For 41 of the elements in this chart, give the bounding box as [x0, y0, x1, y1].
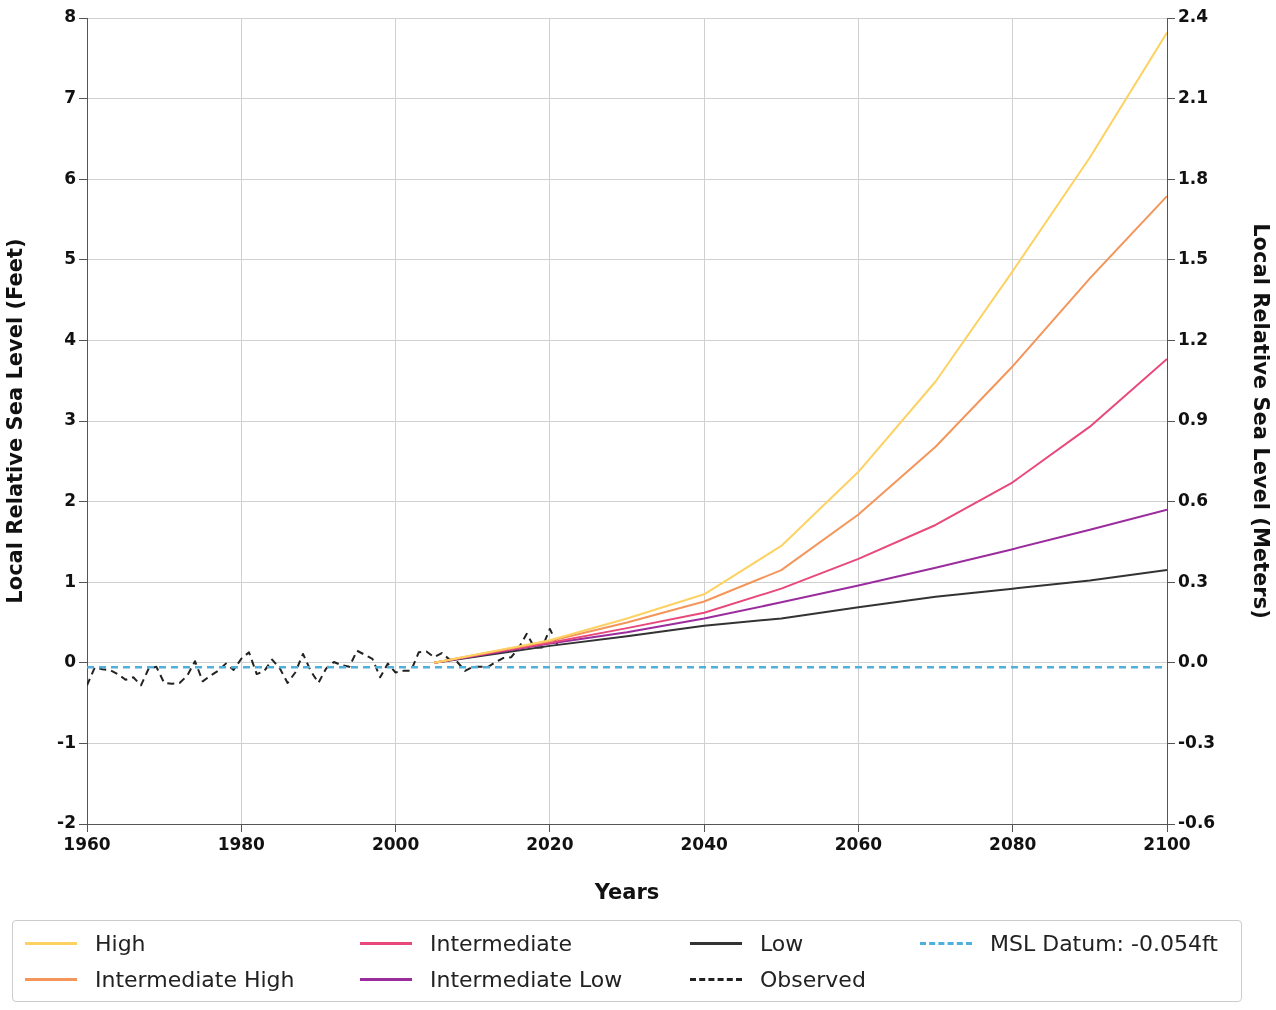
legend-label: Intermediate High [95, 966, 295, 992]
y-tick-label: 5 [64, 248, 76, 269]
y2-tick-label: 0.9 [1178, 409, 1209, 430]
y-tick-label: 4 [64, 328, 77, 349]
line-series [87, 627, 559, 687]
legend-label: Observed [760, 966, 866, 992]
y2-tick-label: 2.4 [1178, 6, 1209, 27]
x-tick-label: 2100 [1143, 833, 1191, 854]
y-tick-label: 8 [64, 6, 76, 27]
x-axis-title: Years [593, 879, 660, 904]
x-tick-label: 2020 [526, 833, 574, 854]
legend-label: Low [760, 930, 804, 956]
y-tick-label: 1 [64, 570, 76, 591]
y-tick-label: -2 [57, 812, 76, 833]
y-tick-label: -1 [57, 731, 76, 752]
y-tick-label: 7 [64, 87, 76, 108]
legend-label: Intermediate Low [430, 966, 623, 992]
x-tick-label: 2000 [371, 833, 420, 854]
y-axis-title: Local Relative Sea Level (Feet) [3, 238, 28, 604]
x-tick-label: 1960 [63, 833, 111, 854]
y-tick-label: 2 [64, 490, 76, 511]
y2-tick-label: 1.5 [1178, 248, 1209, 269]
y2-tick-label: -0.6 [1178, 812, 1216, 833]
y2-tick-label: 0.3 [1178, 570, 1209, 591]
y2-tick-label: 0.6 [1178, 490, 1209, 511]
x-tick-label: 2060 [834, 833, 883, 854]
legend-label: MSL Datum: -0.054ft [990, 930, 1218, 956]
y2-tick-label: -0.3 [1178, 731, 1216, 752]
legend-label: High [95, 930, 146, 956]
y-tick-label: 3 [64, 409, 76, 430]
y-tick-label: 6 [64, 167, 76, 188]
y2-axis-title: Local Relative Sea Level (Meters) [1248, 223, 1273, 619]
y2-tick-label: 1.8 [1178, 167, 1209, 188]
y-tick-label: 0 [64, 651, 77, 672]
legend-label: Intermediate [430, 930, 572, 956]
y2-tick-label: 1.2 [1178, 328, 1209, 349]
y2-tick-label: 0.0 [1178, 651, 1209, 672]
x-tick-label: 2040 [680, 833, 728, 854]
x-tick-label: 2080 [989, 833, 1037, 854]
x-tick-label: 1980 [217, 833, 266, 854]
y2-tick-label: 2.1 [1178, 87, 1209, 108]
